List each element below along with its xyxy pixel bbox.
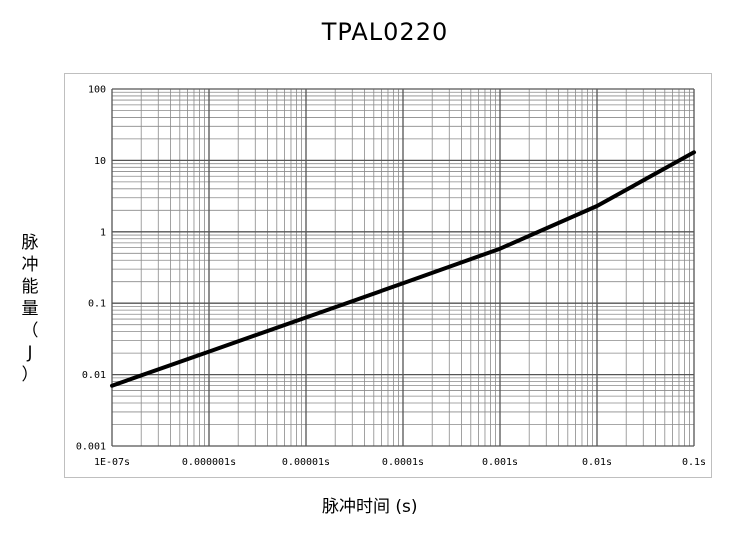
y-axis-label-char: （ <box>21 321 39 341</box>
x-tick-label: 1E-07s <box>94 457 130 468</box>
y-axis-label-char: 脉 <box>21 233 39 253</box>
y-tick-label: 0.01 <box>82 370 106 381</box>
x-tick-label: 0.00001s <box>282 457 330 468</box>
x-tick-label: 0.01s <box>582 457 612 468</box>
series-line <box>110 150 696 388</box>
y-axis-label-char: J <box>27 343 33 363</box>
y-axis-label-char: 量 <box>21 299 39 319</box>
x-tick-label: 0.001s <box>482 457 518 468</box>
y-axis-label-char: 冲 <box>21 255 39 275</box>
y-axis-label-char: 能 <box>21 277 39 297</box>
x-axis-label: 脉冲时间 (s) <box>322 497 418 517</box>
series-layer <box>110 150 696 388</box>
tick-labels: 0.001 0.01 0.1 1 10 100 1E-07s 0.000001s 0.00001… <box>76 85 706 469</box>
chart-title: TPAL0220 <box>321 18 449 46</box>
x-tick-label: 0.1s <box>682 457 706 468</box>
x-tick-label: 0.000001s <box>182 457 236 468</box>
major-grid <box>111 88 695 447</box>
y-tick-label: 100 <box>88 85 106 96</box>
y-tick-label: 1 <box>100 227 106 238</box>
x-tick-label: 0.0001s <box>382 457 424 468</box>
y-tick-label: 10 <box>94 156 106 167</box>
y-axis-label: 脉冲能量（J） <box>18 232 42 386</box>
y-axis-label-char: ） <box>21 365 39 385</box>
y-tick-label: 0.001 <box>76 442 106 453</box>
y-tick-label: 0.1 <box>88 299 106 310</box>
plot-frame <box>64 73 712 478</box>
